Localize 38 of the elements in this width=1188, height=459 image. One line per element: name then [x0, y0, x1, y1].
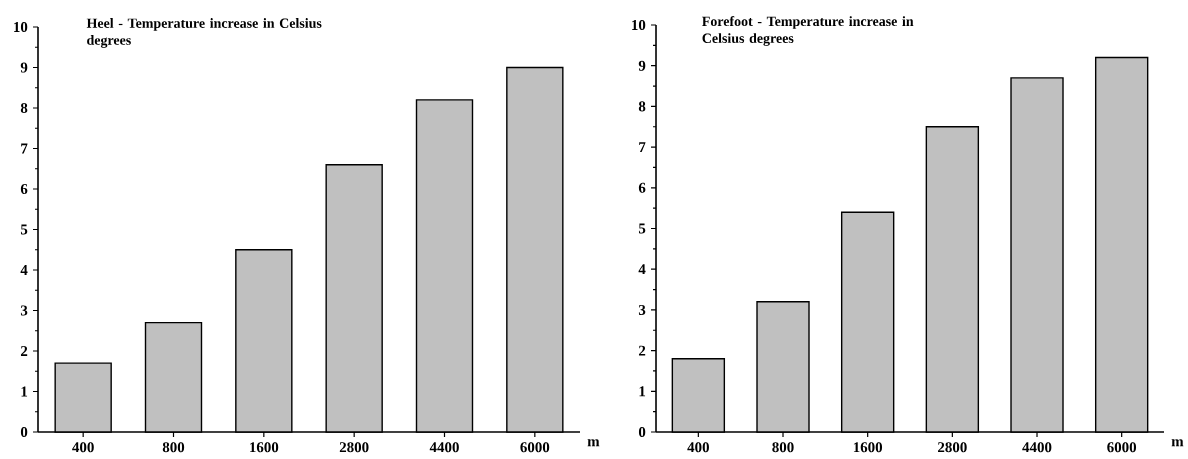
x-tick-label: 1600 — [250, 442, 279, 453]
x-tick-label: 800 — [162, 442, 185, 453]
y-tick-label: 0 — [638, 426, 646, 438]
y-tick-label: 5 — [638, 223, 646, 234]
x-tick-label: 4400 — [429, 442, 459, 453]
x-tick-label: 4400 — [1022, 442, 1052, 453]
y-tick-label: 10 — [632, 19, 646, 31]
chart-title: Heel - Temperature increase in Celsius degrees — [86, 18, 322, 48]
y-tick-label: 4 — [638, 264, 646, 275]
y-tick-label: 2 — [20, 346, 28, 356]
y-tick-label: 3 — [20, 305, 28, 316]
y-tick-label: 6 — [20, 183, 28, 195]
x-tick-label: 2800 — [339, 442, 369, 453]
y-tick-label: 5 — [20, 224, 28, 235]
y-tick-label: 1 — [639, 386, 646, 397]
y-tick-label: 9 — [638, 60, 646, 71]
y-tick-label: 7 — [639, 142, 646, 152]
y-tick-label: 1 — [21, 386, 28, 397]
x-tick-label: 6000 — [1107, 442, 1137, 453]
y-tick-label: 3 — [638, 304, 646, 315]
x-axis-title: m — [1171, 439, 1184, 447]
y-tick-label: 7 — [21, 143, 28, 154]
y-tick-label: 2 — [638, 345, 646, 356]
y-tick-label: 9 — [20, 62, 28, 73]
x-tick-label: 1600 — [853, 442, 883, 453]
x-tick-label: 400 — [687, 442, 709, 453]
y-tick-label: 8 — [20, 102, 28, 114]
x-tick-label: 2800 — [938, 442, 967, 453]
x-tick-label: 6000 — [520, 442, 550, 453]
y-tick-label: 8 — [638, 101, 646, 112]
y-tick-label: 0 — [20, 426, 28, 438]
y-tick-label: 6 — [638, 182, 646, 193]
x-tick-label: 800 — [772, 442, 794, 453]
y-tick-label: 4 — [20, 265, 28, 275]
y-tick-label: 10 — [14, 21, 28, 33]
chart-title: Forefoot - Temperature increase in Celsius degrees — [702, 16, 914, 46]
x-axis-title: m — [587, 439, 600, 447]
x-tick-label: 400 — [72, 442, 94, 453]
